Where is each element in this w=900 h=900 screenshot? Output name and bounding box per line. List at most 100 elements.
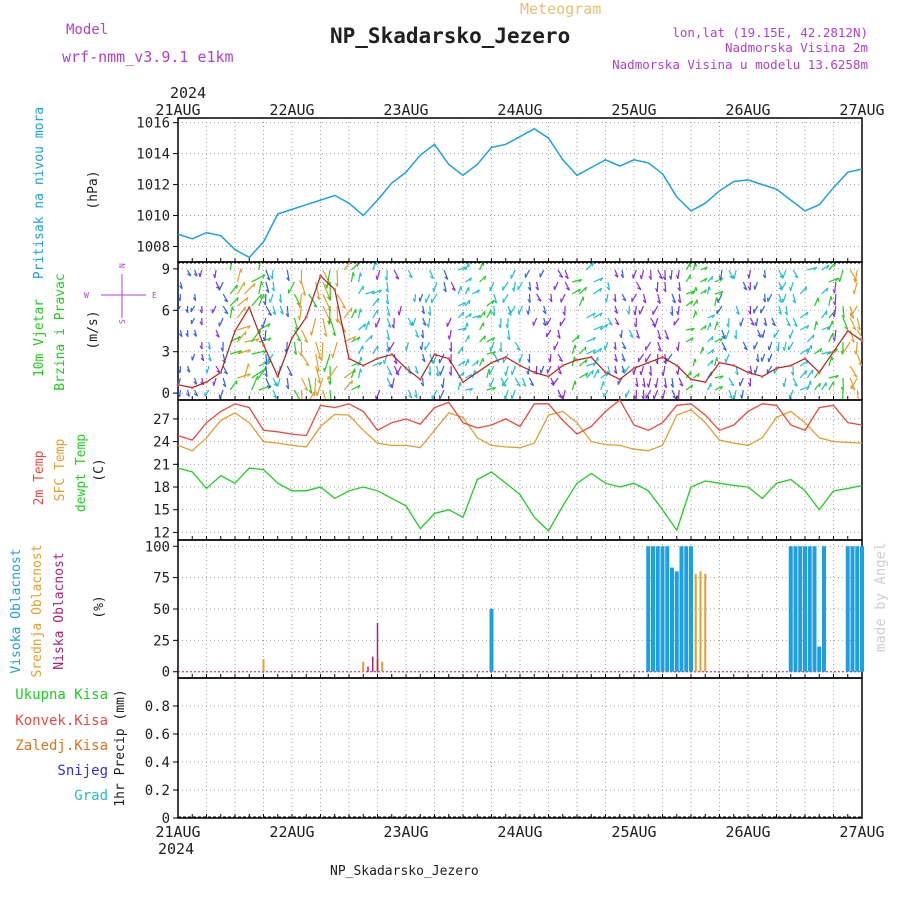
- wind-arrow-head: [476, 289, 480, 294]
- wind-arrow-head: [805, 286, 808, 291]
- wind-arrow: [657, 329, 662, 340]
- wind-arrow: [553, 281, 559, 291]
- wind-arrow: [300, 389, 303, 400]
- wind-arrow-head: [840, 386, 844, 391]
- wind-arrow: [833, 305, 837, 318]
- high-cloud-label: Visoka Oblacnost: [9, 548, 24, 673]
- wind-arrow: [244, 282, 256, 295]
- top-time-axis: 21AUG 22AUG 23AUG 24AUG 25AUG 26AUG 27AUG: [155, 101, 884, 119]
- wind-arrow-head: [857, 326, 861, 331]
- cloud-bar: [262, 659, 265, 672]
- wind-arrow-head: [634, 383, 639, 388]
- wind-arrow-head: [220, 347, 224, 352]
- wind-arrow-head: [809, 380, 812, 385]
- wind-arrow: [678, 293, 682, 303]
- wind-arrow: [773, 329, 780, 338]
- wind-arrow-head: [359, 368, 363, 373]
- wind-arrow-head: [668, 275, 672, 280]
- wind-arrow: [578, 296, 584, 307]
- wind-arrow: [450, 281, 456, 291]
- wind-arrow-head: [262, 337, 266, 342]
- wind-arrow-head: [675, 346, 679, 352]
- wind-arrow-head: [492, 351, 497, 355]
- wind-arrow: [614, 365, 618, 374]
- wind-arrow-head: [748, 310, 752, 315]
- wind-arrow-head: [805, 348, 809, 353]
- wind-arrow-head: [663, 288, 667, 293]
- wind-arrow: [490, 341, 495, 352]
- wind-arrow: [513, 281, 516, 292]
- wind-arrow: [707, 275, 714, 283]
- wind-arrow-head: [207, 357, 212, 362]
- wind-arrow: [315, 365, 322, 384]
- wind-arrow: [783, 341, 787, 352]
- wind-arrow: [251, 274, 266, 283]
- wind-arrow-head: [360, 356, 363, 361]
- wind-arrow-head: [341, 305, 346, 309]
- wind-arrow-head: [665, 336, 669, 340]
- wind-sublabel: Brzina i Pravac: [53, 273, 68, 390]
- wind-arrow-head: [270, 275, 273, 280]
- wind-arrow: [564, 269, 569, 279]
- wind-arrow-head: [273, 395, 278, 399]
- wind-arrow: [315, 341, 322, 360]
- wind-arrow: [265, 353, 268, 365]
- wind-arrow-head: [585, 372, 589, 377]
- top-day-label: 23AUG: [383, 101, 428, 119]
- wind-arrow-head: [516, 347, 521, 351]
- wind-arrow: [714, 385, 723, 391]
- pressure-line: [177, 127, 863, 259]
- wind-arrow: [586, 370, 594, 379]
- wind-arrow: [849, 329, 855, 343]
- wind-arrow-head: [655, 360, 659, 365]
- wind-arrow-head: [832, 289, 836, 294]
- wind-arrow-head: [739, 394, 743, 399]
- wind-arrow: [438, 353, 445, 364]
- cloud-bar: [489, 609, 494, 672]
- wind-arrow-head: [782, 382, 785, 388]
- wind-arrow-head: [255, 338, 260, 342]
- wind-arrow-head: [276, 382, 279, 387]
- wind-arrow: [642, 377, 646, 388]
- wind-arrow: [828, 296, 832, 307]
- wind-arrow: [855, 341, 858, 355]
- wind-arrow-head: [278, 299, 282, 303]
- wind-speed-point: [675, 364, 679, 367]
- wind-arrow: [229, 380, 238, 391]
- wind-arrow-head: [526, 370, 529, 375]
- wind-arrow-head: [642, 299, 647, 304]
- compass-west-label: W: [84, 291, 89, 300]
- wind-arrow-head: [388, 372, 393, 376]
- wind-arrow-head: [359, 308, 363, 313]
- wind-arrow-head: [663, 384, 667, 389]
- wind-arrow: [412, 317, 417, 326]
- wind-arrow-head: [565, 287, 570, 291]
- wind-arrow-head: [548, 358, 551, 363]
- wind-arrow: [457, 381, 461, 391]
- wind-arrow: [645, 389, 652, 399]
- wind-arrow-head: [648, 275, 652, 280]
- wind-arrow: [607, 281, 611, 291]
- wind-arrow-head: [734, 371, 739, 376]
- wind-arrow-head: [245, 297, 249, 302]
- wind-arrow-head: [304, 339, 309, 344]
- wind-arrow: [785, 305, 789, 316]
- wind-arrow: [269, 293, 274, 303]
- wind-arrow: [472, 289, 480, 295]
- wind-arrow: [635, 377, 639, 387]
- wind-arrow: [336, 317, 347, 333]
- wind-arrow: [236, 268, 242, 283]
- wind-arrow: [300, 329, 309, 343]
- wind-arrow: [493, 353, 500, 363]
- wind-arrow: [489, 377, 495, 388]
- wind-arrow-head: [231, 306, 235, 311]
- wind-arrow: [300, 377, 309, 391]
- wind-arrow-head: [658, 276, 663, 280]
- wind-arrow: [543, 305, 547, 314]
- wind-arrow: [821, 264, 830, 271]
- wind-arrow: [528, 377, 535, 386]
- wind-arrow-head: [510, 370, 513, 376]
- wind-arrow: [518, 353, 523, 363]
- cloud-bar: [817, 646, 822, 672]
- cloud-bar: [674, 571, 679, 672]
